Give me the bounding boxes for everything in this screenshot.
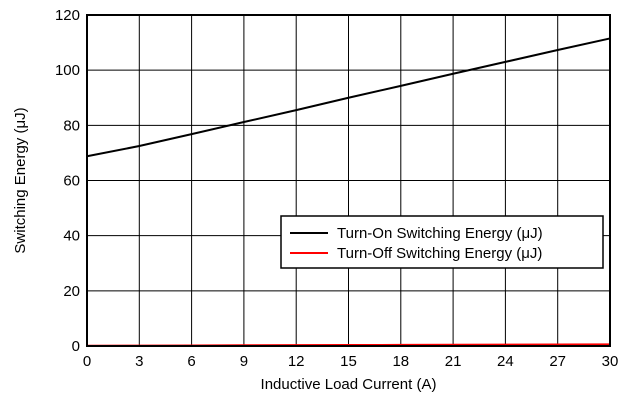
- y-tick-label: 100: [55, 62, 80, 79]
- x-tick-label: 6: [187, 353, 195, 370]
- y-tick-label: 0: [72, 338, 80, 355]
- legend-label-turn-off: Turn-Off Switching Energy (μJ): [337, 245, 542, 262]
- x-tick-label: 27: [549, 353, 566, 370]
- y-tick-label: 80: [63, 117, 80, 134]
- x-axis-ticks: 0 3 6 9 12 15 18 21 24 27 30: [83, 353, 619, 370]
- x-tick-label: 9: [240, 353, 248, 370]
- x-tick-label: 18: [392, 353, 409, 370]
- y-tick-label: 40: [63, 228, 80, 245]
- x-axis-title: Inductive Load Current (A): [261, 376, 437, 393]
- legend-label-turn-on: Turn-On Switching Energy (μJ): [337, 225, 543, 242]
- y-axis-title: Switching Energy (μJ): [12, 107, 29, 253]
- x-tick-label: 15: [340, 353, 357, 370]
- series-line-turn-on: [86, 37, 611, 158]
- y-tick-label: 120: [55, 7, 80, 24]
- plot-frame: [86, 14, 611, 347]
- x-tick-label: 30: [602, 353, 619, 370]
- y-tick-label: 20: [63, 283, 80, 300]
- y-tick-label: 60: [63, 173, 80, 190]
- x-tick-label: 0: [83, 353, 91, 370]
- y-axis-ticks: 0 20 40 60 80 100 120: [55, 7, 80, 355]
- legend: Turn-On Switching Energy (μJ) Turn-Off S…: [280, 215, 604, 269]
- x-tick-label: 21: [445, 353, 462, 370]
- x-tick-label: 12: [288, 353, 305, 370]
- x-tick-label: 24: [497, 353, 514, 370]
- legend-box: [280, 215, 604, 269]
- x-tick-label: 3: [135, 353, 143, 370]
